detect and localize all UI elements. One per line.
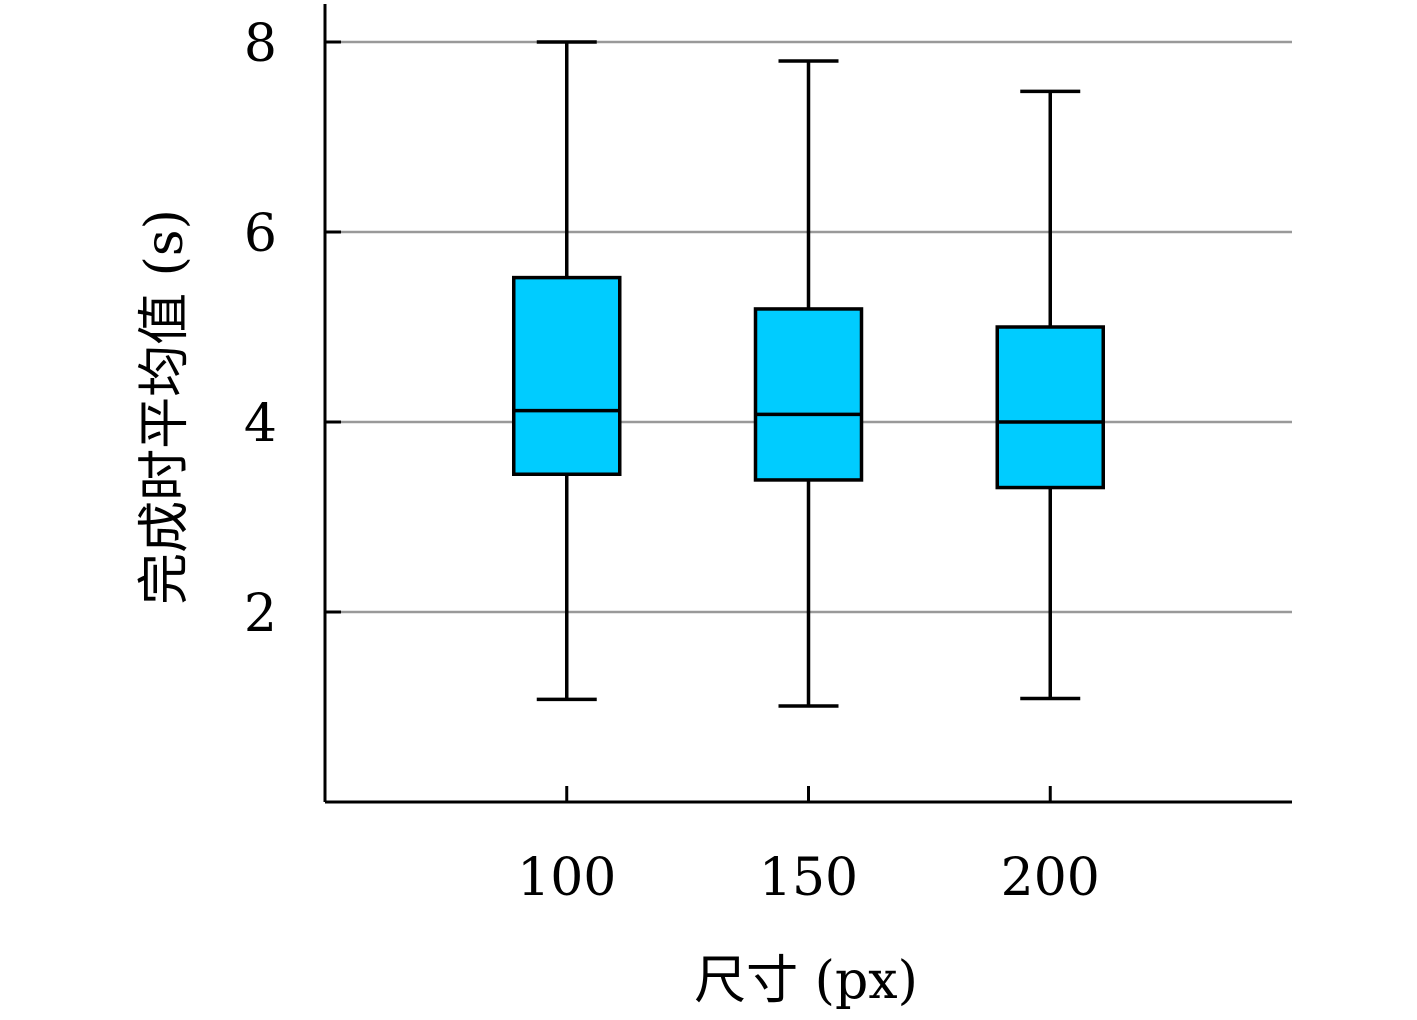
- y-axis-title: 完成时平均值 (s): [135, 209, 195, 605]
- ticks: 2 4 6 8 100 150 200: [244, 14, 1100, 908]
- box-200: [995, 89, 1105, 701]
- box-100: [512, 40, 622, 702]
- x-tick-label-200: 200: [1001, 848, 1100, 908]
- x-axis-title: 尺寸 (px): [694, 951, 918, 1011]
- y-tick-label-4: 4: [244, 394, 277, 454]
- x-tick-label-150: 150: [759, 848, 858, 908]
- y-tick-label-6: 6: [244, 204, 277, 264]
- box-body-200: [995, 325, 1105, 490]
- box-150: [753, 59, 864, 708]
- box-body-100: [512, 275, 622, 476]
- x-tick-label-100: 100: [517, 848, 616, 908]
- boxes: [512, 40, 1105, 708]
- box-body-150: [753, 307, 864, 482]
- y-tick-label-2: 2: [244, 584, 277, 644]
- y-tick-label-8: 8: [244, 14, 277, 74]
